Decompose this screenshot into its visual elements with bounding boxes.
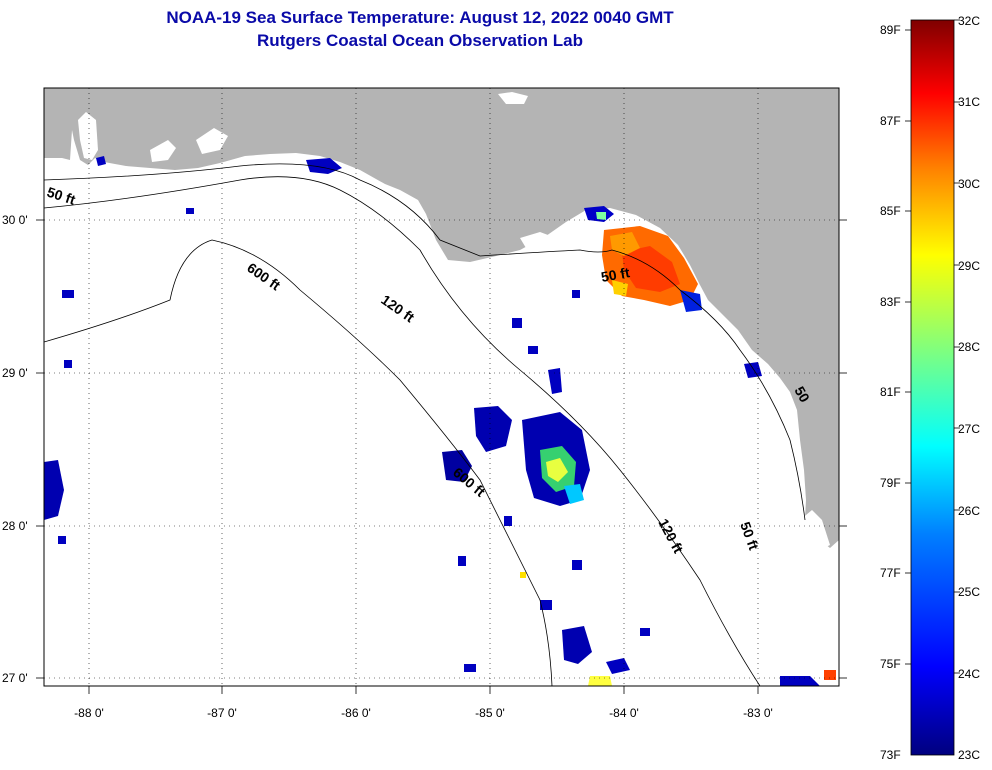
lat-label: 29 0' [2,366,28,380]
colorbar-f-label: 87F [880,114,901,128]
colorbar-c-label: 26C [958,504,980,518]
colorbar-c-label: 29C [958,259,980,273]
contour-label-50ft-coast: 50 [791,384,813,406]
depth-contours [44,163,806,686]
lon-label: -84 0' [609,706,639,720]
temperature-colorbar [910,19,955,756]
colorbar-c-label: 30C [958,177,980,191]
colorbar-f-label: 77F [880,566,901,580]
colorbar-f-label: 79F [880,476,901,490]
colorbar-f-label: 85F [880,204,901,218]
pensacola-bay [150,140,176,162]
axis-ticks [36,219,847,694]
contour-120ft [44,176,761,686]
colorbar-ticks [905,19,960,674]
colorbar-celsius-labels: 32C 31C 30C 29C 28C 27C 26C 25C 24C 23C [958,14,980,762]
colorbar-f-label: 89F [880,23,901,37]
lat-label: 30 0' [2,213,28,227]
colorbar-f-label: 73F [880,748,901,762]
lon-labels: -88 0' -87 0' -86 0' -85 0' -84 0' -83 0… [74,706,773,720]
colorbar-f-label: 81F [880,385,901,399]
map-frame [43,87,840,687]
land-mass [44,88,839,548]
lon-label: -88 0' [74,706,104,720]
colorbar-c-label: 28C [958,340,980,354]
colorbar-c-label: 32C [958,14,980,28]
colorbar-c-label: 24C [958,667,980,681]
map-subtitle: Rutgers Coastal Ocean Observation Lab [257,31,583,50]
colorbar-c-label: 23C [958,748,980,762]
colorbar-fahrenheit-labels: 89F 87F 85F 83F 81F 79F 77F 75F 73F [880,23,901,762]
choctawhatchee-bay [196,128,228,154]
colorbar-f-label: 75F [880,657,901,671]
lon-label: -86 0' [341,706,371,720]
contour-600ft [44,239,553,686]
lon-label: -87 0' [207,706,237,720]
colorbar-c-label: 31C [958,95,980,109]
map-title: NOAA-19 Sea Surface Temperature: August … [166,8,674,27]
mobile-bay [78,112,98,160]
small-lake [498,92,528,104]
contour-label-50ft-bigbend: 50 ft [600,264,631,285]
lon-label: -83 0' [743,706,773,720]
contour-50ft [44,163,806,521]
lat-label: 27 0' [2,671,28,685]
colorbar-c-label: 27C [958,422,980,436]
lon-label: -85 0' [475,706,505,720]
colorbar-c-label: 25C [958,585,980,599]
tampa-bay [800,510,830,552]
apalachicola-bay [520,232,556,248]
sst-patches [44,156,836,686]
lat-label: 28 0' [2,519,28,533]
colorbar-f-label: 83F [880,295,901,309]
lat-labels: 30 0' 29 0' 28 0' 27 0' [2,213,28,685]
